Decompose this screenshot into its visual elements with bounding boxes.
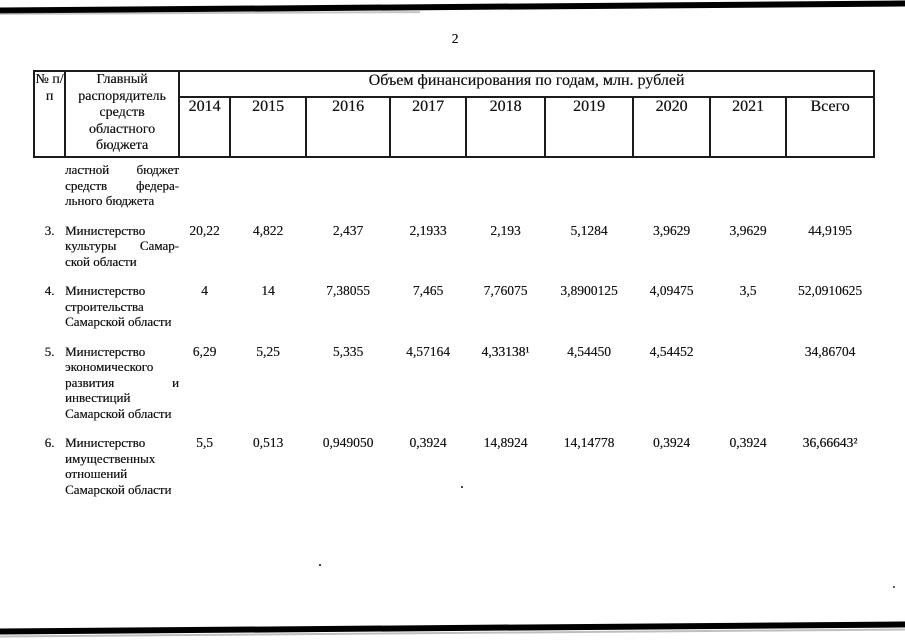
- scan-smudge-top: [0, 11, 421, 15]
- row-value-cell: 14: [261, 283, 275, 298]
- col-header-year-2014: 2014: [178, 96, 231, 158]
- header-years-row: 2014 2015 2016 2017 2018 2019 2020 2021 Всего: [34, 96, 876, 158]
- row-number: 5.: [44, 343, 55, 359]
- row-value-cell: 0,3924: [729, 435, 767, 450]
- row-value-cell: 7,76075: [483, 283, 528, 298]
- col-header-year-2019: 2019: [544, 96, 634, 158]
- row-value-cell: 5,25: [256, 343, 280, 359]
- row-value-cell: 7,465: [412, 283, 444, 298]
- row-value-cell: [633, 157, 710, 219]
- row-number: 3.: [44, 222, 55, 238]
- row-value-cell: [786, 157, 874, 219]
- row-value-cell: 14,8924: [483, 435, 528, 450]
- row-value-cell: 44,9195: [808, 222, 852, 238]
- row-value-cell: [710, 157, 786, 219]
- table-header: № п/п Главный распорядитель средств обла…: [33, 70, 876, 158]
- row-value-cell: 4,54450: [567, 343, 611, 359]
- row-value-cell: 36,66643²: [802, 435, 858, 450]
- row-value-cell: 3,9629: [729, 222, 767, 238]
- financing-table: № п/п Главный распорядитель средств обла…: [33, 70, 876, 507]
- row-value-cell: 20,22: [189, 222, 220, 238]
- row-value-cell: 4,822: [252, 222, 284, 238]
- col-header-year-2016: 2016: [305, 96, 391, 158]
- row-manager-name: Министерство имущественных отношений Сам…: [65, 435, 172, 497]
- row-value-cell: [179, 157, 230, 219]
- row-value-cell: 4,54452: [649, 343, 694, 359]
- table-row: 3. Министерство культуры Самар­ской облас…: [34, 219, 874, 280]
- row-value-cell: 4,09475: [649, 283, 694, 298]
- table-body: ластной бюджет средств федера­льного бюд…: [34, 157, 874, 507]
- row-value-cell: 4,33138¹: [481, 343, 530, 359]
- row-value-cell: 4: [201, 283, 208, 298]
- col-header-year-2018: 2018: [465, 96, 546, 158]
- row-value-cell: 0,3924: [409, 435, 447, 450]
- row-value-cell: [466, 157, 545, 219]
- col-header-num: № п/п: [33, 70, 66, 158]
- row-manager-name: Министерство экономического развития и и…: [65, 343, 179, 421]
- row-value-cell: [230, 157, 306, 219]
- table-row: 5. Министерство экономического развития и…: [34, 340, 874, 432]
- row-value-cell: 14,14778: [563, 435, 615, 450]
- row-value-cell: 5,1284: [570, 222, 608, 238]
- row-value-cell: 2,193: [490, 222, 521, 238]
- row-number: [34, 157, 65, 219]
- row-value-cell: 2,1933: [409, 222, 447, 238]
- col-header-manager: Главный распорядитель средств областного…: [64, 70, 180, 158]
- row-value-cell: [390, 157, 466, 219]
- scan-speck: [319, 564, 321, 566]
- scan-speck: [893, 586, 895, 588]
- row-value-cell: [306, 157, 390, 219]
- row-value-cell: 7,38055: [326, 283, 370, 298]
- row-value-cell: 5,335: [332, 343, 364, 359]
- col-header-total: Всего: [784, 96, 876, 158]
- row-value-cell: 52,0910625: [797, 283, 863, 298]
- col-header-year-2017: 2017: [389, 96, 467, 158]
- row-value-cell: 0,513: [252, 435, 284, 450]
- row-value-cell: 3,9629: [652, 222, 691, 238]
- table-row: 6. Министерство имущественных отношений С…: [34, 431, 874, 507]
- row-manager-name: Министерство строительства Самарской обл…: [65, 283, 172, 329]
- row-value-cell: [545, 157, 633, 219]
- table-row: ластной бюджет средств федера­льного бюд…: [34, 157, 874, 219]
- scan-speck: [461, 486, 463, 488]
- row-value-cell: 0,3924: [652, 435, 691, 450]
- row-manager-name: ластной бюджет средств федера­льного бюд…: [65, 162, 179, 208]
- row-value-cell: 5,5: [196, 435, 213, 450]
- row-value-cell: 4,57164: [406, 343, 450, 359]
- col-header-year-2021: 2021: [709, 96, 787, 158]
- row-value-cell: 6,29: [192, 343, 217, 359]
- row-value-cell: 34,86704: [804, 343, 856, 359]
- page-number: 2: [451, 31, 459, 46]
- row-value-cell: 3,5: [739, 283, 757, 298]
- row-manager-name: Министерство культуры Самар­ской области: [65, 222, 179, 269]
- row-value-cell: 2,437: [332, 222, 364, 238]
- table-row: 4. Министерство строительства Самарской о…: [34, 279, 874, 340]
- col-header-year-2020: 2020: [632, 96, 711, 158]
- header-title-row: № п/п Главный распорядитель средств обла…: [33, 70, 876, 158]
- row-value-cell: [710, 340, 786, 432]
- row-number: 4.: [44, 283, 55, 298]
- col-header-year-2015: 2015: [229, 96, 307, 158]
- col-header-span-title: Объем финансирования по годам, млн. рубл…: [177, 70, 876, 98]
- row-value-cell: 0,949050: [322, 435, 374, 450]
- row-number: 6.: [44, 435, 55, 450]
- row-value-cell: 3,8900125: [560, 283, 618, 298]
